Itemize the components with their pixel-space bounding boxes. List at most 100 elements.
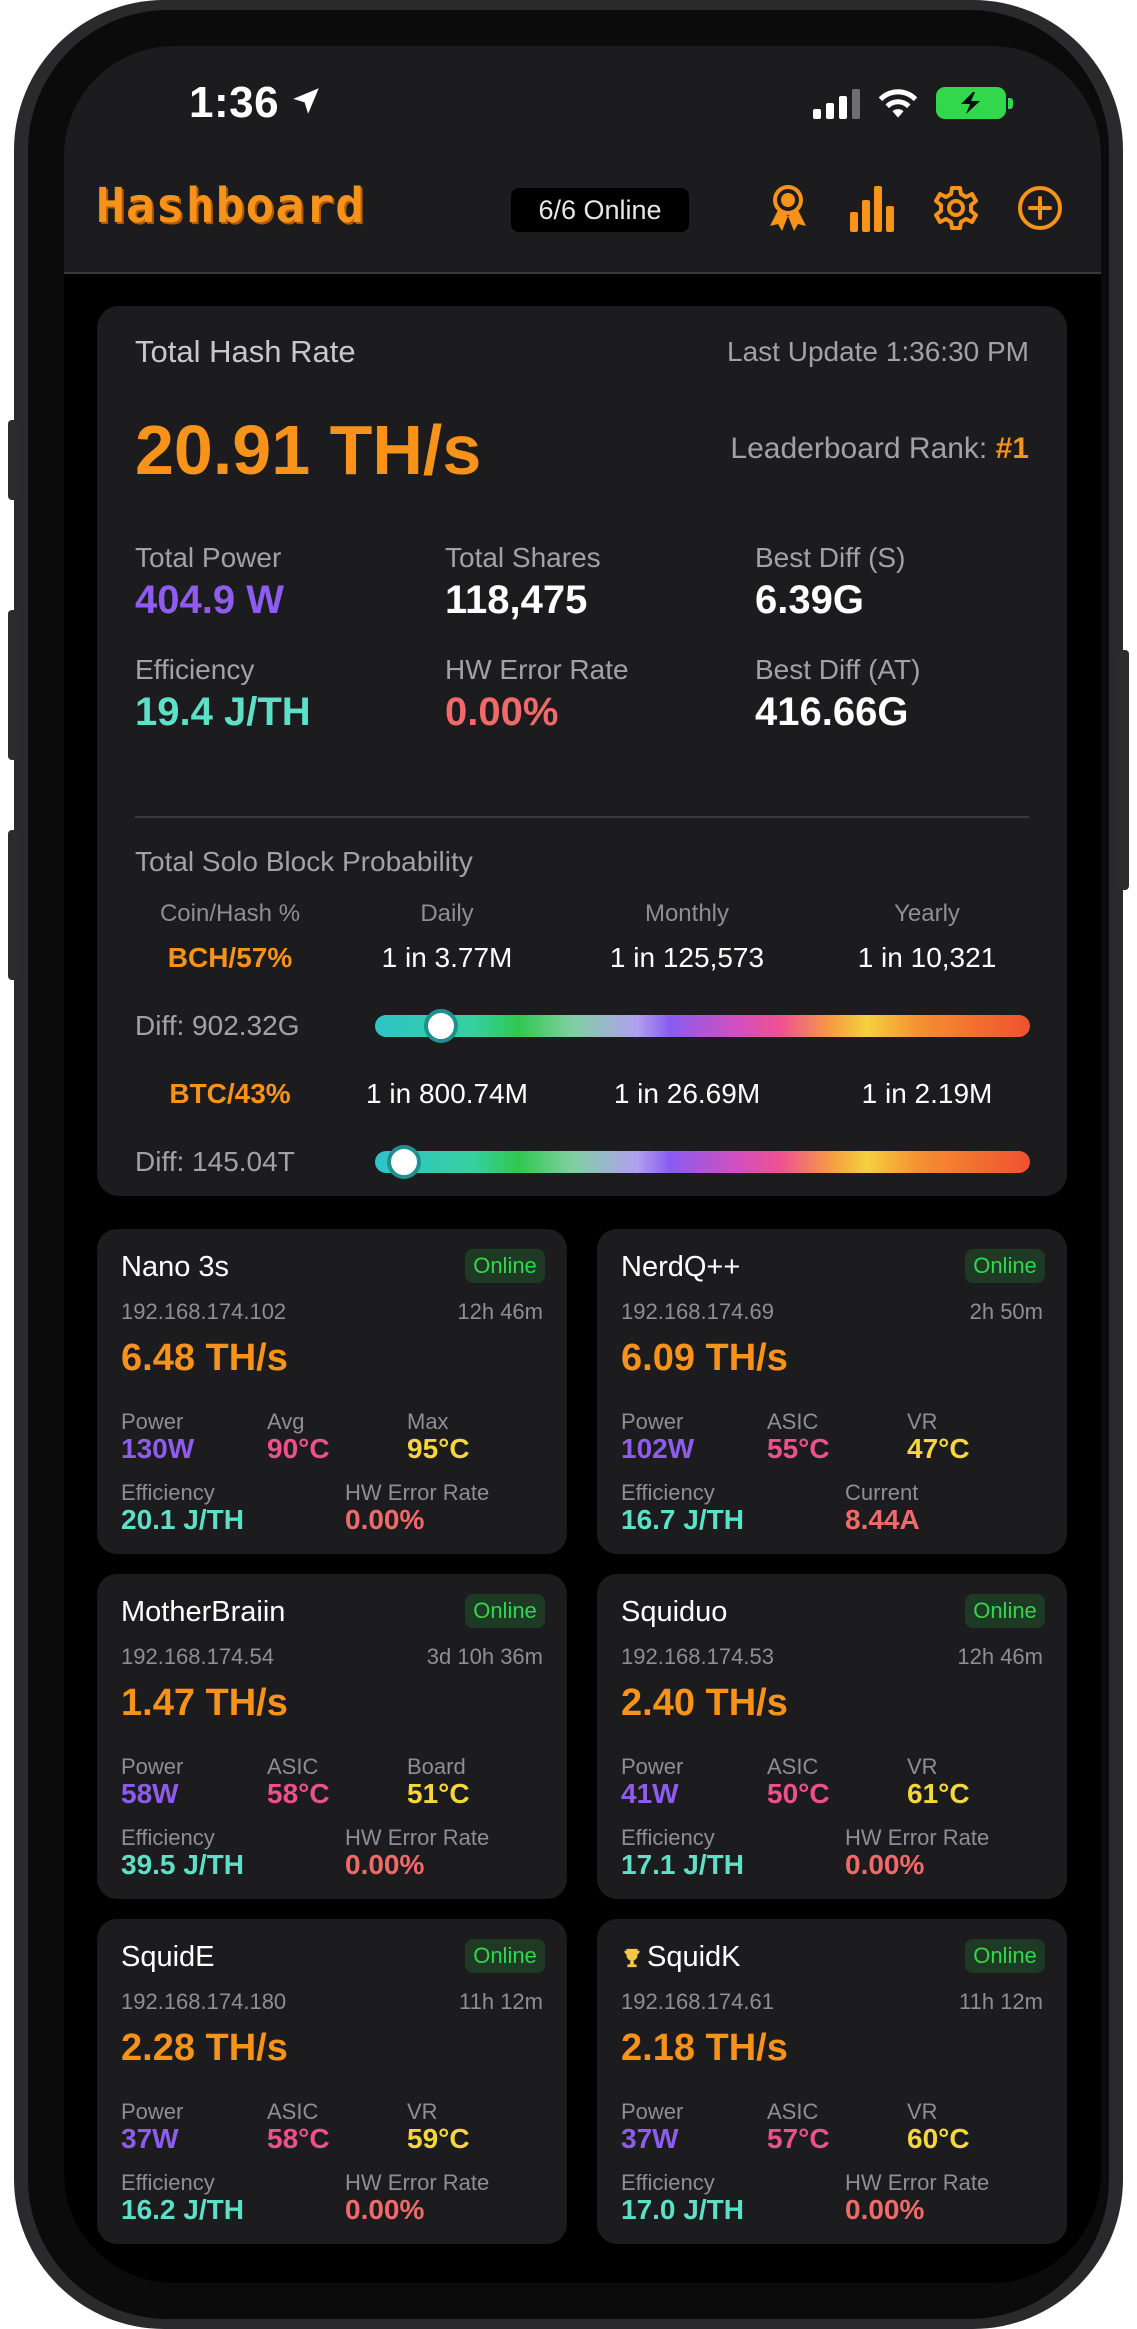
efficiency-value: 20.1 J/TH xyxy=(121,1504,244,1535)
stat-label: HW Error Rate xyxy=(845,2170,990,2195)
status-badge: Online xyxy=(965,1939,1045,1973)
extra-value: 0.00% xyxy=(845,1849,925,1880)
stat-label: HW Error Rate xyxy=(345,2170,490,2195)
stat-label: Power xyxy=(121,1754,184,1779)
efficiency-value: 19.4 J/TH xyxy=(135,690,311,734)
miner-uptime: 3d 10h 36m xyxy=(426,1644,543,1669)
miner-card[interactable]: SquidE Online 192.168.174.180 11h 12m 2.… xyxy=(97,1919,567,2244)
status-icons xyxy=(813,86,1013,120)
status-time: 1:36 xyxy=(189,78,280,127)
stat-label: Power xyxy=(621,1409,684,1434)
status-badge: Online xyxy=(465,1939,545,1973)
cellular-signal-icon xyxy=(813,87,860,119)
status-badge: Online xyxy=(965,1249,1045,1283)
hw-error-rate-value: 0.00% xyxy=(445,690,559,734)
power-value: 37W xyxy=(121,2123,179,2154)
bar-chart-icon[interactable] xyxy=(847,182,897,234)
miner-name: NerdQ++ xyxy=(621,1251,741,1283)
award-icon[interactable] xyxy=(763,182,813,234)
temp-value: 57°C xyxy=(767,2123,830,2154)
stat-label: Efficiency xyxy=(121,1825,215,1850)
wifi-icon xyxy=(878,89,918,118)
stat-label: Efficiency xyxy=(121,2170,215,2195)
miner-hash-rate: 2.40 TH/s xyxy=(621,1682,788,1724)
app-logo: Hashboard xyxy=(96,178,366,234)
stat-label: Current xyxy=(845,1480,919,1505)
stat-label: Best Diff (S) xyxy=(755,542,906,573)
add-circle-icon[interactable] xyxy=(1015,182,1065,234)
miner-hash-rate: 6.48 TH/s xyxy=(121,1337,288,1379)
efficiency-value: 17.1 J/TH xyxy=(621,1849,744,1880)
online-count-badge: 6/6 Online xyxy=(511,188,689,232)
yearly-odds: 1 in 2.19M xyxy=(861,1078,993,1109)
stat-label: VR xyxy=(907,1754,938,1779)
power-value: 37W xyxy=(621,2123,679,2154)
stat-label: ASIC xyxy=(767,1409,819,1434)
efficiency-value: 16.7 J/TH xyxy=(621,1504,744,1535)
stat-label: Efficiency xyxy=(121,1480,215,1505)
stat-label: Power xyxy=(121,1409,184,1434)
status-badge: Online xyxy=(465,1594,545,1628)
rank-label: Leaderboard Rank: xyxy=(730,432,988,465)
network-diff: Diff: 145.04T xyxy=(135,1146,295,1177)
side-button xyxy=(8,610,18,760)
monthly-odds: 1 in 125,573 xyxy=(609,942,765,973)
extra-value: 8.44A xyxy=(845,1504,920,1535)
rank-value: #1 xyxy=(995,432,1029,465)
miner-name: MotherBraiin xyxy=(121,1596,286,1628)
miner-hash-rate: 2.28 TH/s xyxy=(121,2027,288,2069)
probability-title: Total Solo Block Probability xyxy=(135,846,473,877)
miner-card[interactable]: MotherBraiin Online 192.168.174.54 3d 10… xyxy=(97,1574,567,1899)
temp-value: 90°C xyxy=(267,1433,330,1464)
temp-value: 51°C xyxy=(407,1778,470,1809)
stat-label: HW Error Rate xyxy=(445,654,629,685)
miner-ip: 192.168.174.69 xyxy=(621,1299,774,1324)
miner-card[interactable]: Nano 3s Online 192.168.174.102 12h 46m 6… xyxy=(97,1229,567,1554)
column-header: Daily xyxy=(420,900,474,927)
monthly-odds: 1 in 26.69M xyxy=(613,1078,761,1109)
stat-label: Efficiency xyxy=(135,654,255,685)
trophy-icon xyxy=(624,1948,640,1968)
miner-ip: 192.168.174.53 xyxy=(621,1644,774,1669)
temp-value: 50°C xyxy=(767,1778,830,1809)
stat-label: ASIC xyxy=(767,1754,819,1779)
stat-label: HW Error Rate xyxy=(345,1480,490,1505)
summary-title: Total Hash Rate xyxy=(135,334,356,369)
side-button xyxy=(1119,650,1129,890)
daily-odds: 1 in 3.77M xyxy=(381,942,513,973)
miner-card[interactable]: SquidK Online 192.168.174.61 11h 12m 2.1… xyxy=(597,1919,1067,2244)
miner-uptime: 2h 50m xyxy=(969,1299,1043,1324)
gear-icon[interactable] xyxy=(931,182,981,234)
miner-card[interactable]: NerdQ++ Online 192.168.174.69 2h 50m 6.0… xyxy=(597,1229,1067,1554)
total-summary-card: Total Hash Rate Last Update 1:36:30 PM 2… xyxy=(97,306,1067,1196)
temp-value: 60°C xyxy=(907,2123,970,2154)
leaderboard-rank[interactable]: Leaderboard Rank: #1 xyxy=(730,432,1029,466)
screen: 1:36 Hashboard 6/ xyxy=(64,46,1101,2283)
header-actions xyxy=(763,182,1065,234)
column-header: Monthly xyxy=(644,900,730,927)
miner-card[interactable]: Squiduo Online 192.168.174.53 12h 46m 2.… xyxy=(597,1574,1067,1899)
stat-label: Efficiency xyxy=(621,1480,715,1505)
column-header: Coin/Hash % xyxy=(159,900,301,927)
best-diff-session-value: 6.39G xyxy=(755,578,864,622)
efficiency-value: 16.2 J/TH xyxy=(121,2194,244,2225)
efficiency-value: 17.0 J/TH xyxy=(621,2194,744,2225)
power-value: 41W xyxy=(621,1778,679,1809)
miner-uptime: 11h 12m xyxy=(459,1989,543,2014)
total-power-value: 404.9 W xyxy=(135,578,284,622)
stat-label: ASIC xyxy=(767,2099,819,2124)
stat-label: Power xyxy=(121,2099,184,2124)
header: 1:36 Hashboard 6/ xyxy=(64,46,1101,274)
stat-label: Power xyxy=(621,1754,684,1779)
temp-value: 47°C xyxy=(907,1433,970,1464)
yearly-odds: 1 in 10,321 xyxy=(857,942,997,973)
stat-label: VR xyxy=(907,1409,938,1434)
probability-bar xyxy=(375,1015,1030,1037)
status-badge: Online xyxy=(965,1594,1045,1628)
best-diff-alltime-value: 416.66G xyxy=(755,690,909,734)
location-arrow-icon xyxy=(293,88,319,114)
miner-ip: 192.168.174.54 xyxy=(121,1644,274,1669)
stat-label: Best Diff (AT) xyxy=(755,654,921,685)
stat-label: Efficiency xyxy=(621,2170,715,2195)
efficiency-value: 39.5 J/TH xyxy=(121,1849,244,1880)
